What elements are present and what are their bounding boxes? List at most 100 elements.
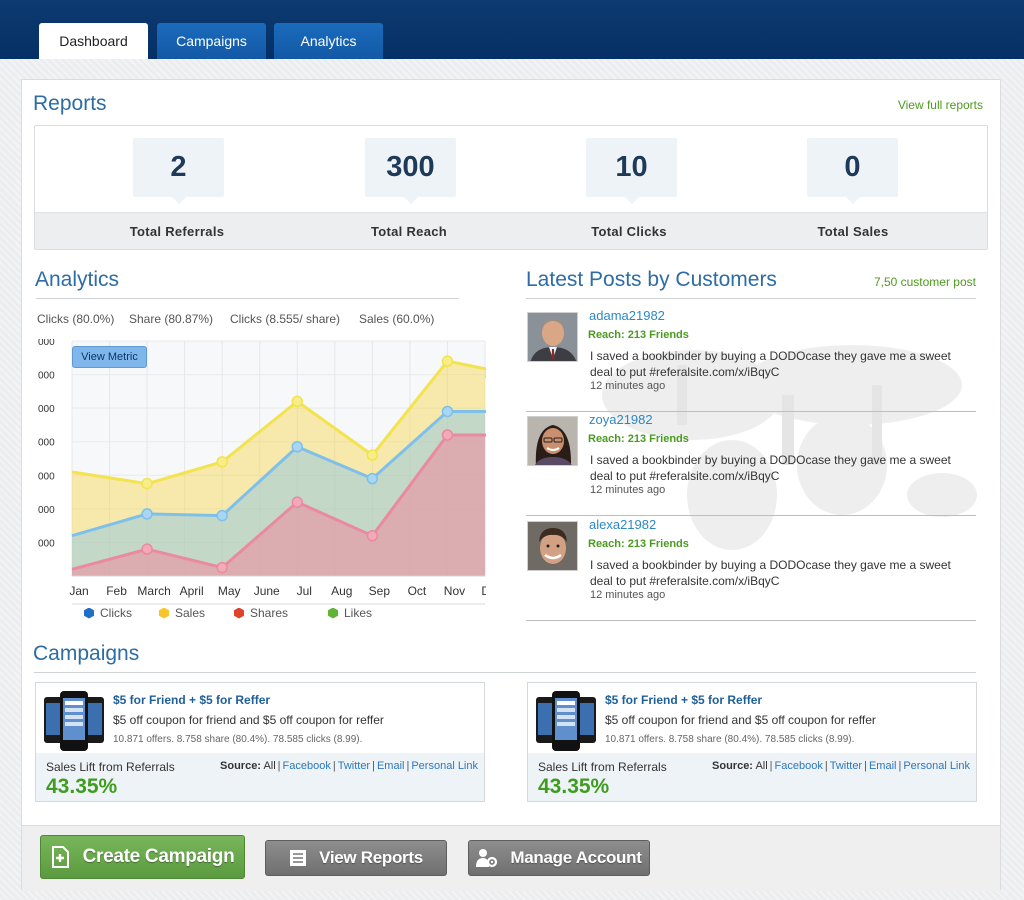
campaign-title-link[interactable]: $5 for Friend + $5 for Reffer: [605, 693, 763, 707]
chart-point-shares: [441, 429, 454, 441]
manage-account-button[interactable]: Manage Account: [468, 840, 650, 876]
view-metric-button[interactable]: View Metric: [72, 346, 147, 368]
create-campaign-label: Create Campaign: [82, 846, 235, 867]
chart-x-tick-label: Jul: [297, 584, 312, 598]
latest-posts-title: Latest Posts by Customers: [526, 268, 777, 291]
chart-x-tick-label: Dec: [481, 584, 486, 598]
campaign-card: $5 for Friend + $5 for Reffer $5 off cou…: [527, 682, 977, 802]
reports-summary: 2 Total Referrals 300 Total Reach 10 Tot…: [34, 125, 988, 250]
post-text: I saved a bookbinder by buying a DODOcas…: [590, 349, 951, 379]
tab-campaigns[interactable]: Campaigns: [157, 23, 266, 59]
campaign-description: $5 off coupon for friend and $5 off coup…: [113, 713, 384, 727]
source-all[interactable]: All: [755, 760, 768, 772]
avatar[interactable]: [527, 416, 578, 466]
source-all[interactable]: All: [263, 760, 276, 772]
post-item: alexa21982 Reach: 213 Friends I saved a …: [526, 517, 976, 621]
chart-point-clicks: [366, 472, 379, 485]
legend-likes: Likes: [328, 606, 372, 620]
stat-total-reach-label: Total Reach: [370, 224, 448, 239]
source-twitter-link[interactable]: Twitter: [829, 760, 863, 772]
chart-y-tick-label: 000: [38, 505, 55, 516]
chart-y-tick-label: 000: [38, 438, 55, 449]
analytics-chart: 000 000 000 000 000 000 000 Jan Feb March April May…: [38, 339, 486, 605]
chart-x-tick-label: April: [180, 584, 204, 598]
chart-line-clicks: [71, 410, 486, 538]
stat-total-referrals-label: Total Referrals: [129, 224, 225, 239]
source-personal-link[interactable]: Personal Link: [411, 760, 478, 772]
legend-sales-icon: [159, 607, 169, 619]
analytics-summary-clicks-per-share: Clicks (8.555/ share): [230, 312, 341, 326]
source-filter: Source: All | Facebook | Twitter | Email | Perso…: [712, 760, 970, 772]
chart-x-tick-label: Oct: [408, 584, 427, 598]
analytics-title: Analytics: [35, 268, 120, 291]
reports-title: Reports: [33, 92, 107, 115]
view-reports-label: View Reports: [319, 848, 423, 867]
legend-shares: Shares: [234, 606, 288, 620]
source-email-link[interactable]: Email: [376, 760, 405, 772]
chart-point-sales: [141, 477, 153, 490]
sales-lift-value: 43.35%: [46, 775, 118, 798]
posts-divider: [526, 298, 976, 299]
chart-y-tick-label: 000: [38, 471, 55, 482]
post-username[interactable]: adama21982: [589, 308, 665, 323]
source-facebook-link[interactable]: Facebook: [282, 760, 331, 772]
source-facebook-link[interactable]: Facebook: [774, 760, 823, 772]
analytics-summary-share: Share (80.87%): [129, 312, 214, 326]
source-filter: Source: All | Facebook | Twitter | Email | Perso…: [220, 760, 478, 772]
legend-clicks-label: Clicks: [100, 606, 132, 620]
stat-total-reach-value: 300: [365, 138, 456, 204]
tab-dashboard[interactable]: Dashboard: [39, 23, 148, 59]
post-username[interactable]: alexa21982: [589, 517, 657, 532]
chart-x-tick-label: Sep: [369, 584, 391, 598]
stat-total-sales-value: 0: [807, 138, 898, 204]
world-map-background: [602, 345, 977, 550]
stat-total-clicks-value: 10: [586, 138, 677, 204]
legend-clicks: Clicks: [84, 606, 132, 620]
view-full-reports-link[interactable]: View full reports: [897, 98, 983, 112]
chart-y-tick-label: 000: [38, 371, 55, 382]
view-reports-button[interactable]: View Reports: [265, 840, 447, 876]
legend-sales: Sales: [159, 606, 205, 620]
chart-x-tick-label: May: [218, 584, 241, 598]
chart-point-clicks: [141, 508, 153, 520]
chart-point-shares: [291, 496, 304, 508]
user-gear-icon: [476, 848, 498, 868]
add-document-icon: [51, 846, 71, 868]
post-reach: Reach: 213 Friends: [588, 538, 689, 550]
avatar[interactable]: [527, 521, 578, 571]
dashboard-panel: Reports View full reports 2 Total Referr…: [21, 79, 1001, 891]
reports-label-strip: [35, 212, 987, 249]
tab-analytics[interactable]: Analytics: [274, 23, 383, 59]
chart-point-shares: [366, 529, 379, 542]
post-text: I saved a bookbinder by buying a DODOcas…: [590, 453, 951, 483]
post-item: adama21982 Reach: 213 Friends I saved a …: [526, 308, 976, 412]
source-twitter-link[interactable]: Twitter: [337, 760, 371, 772]
legend-shares-icon: [234, 607, 244, 619]
avatar[interactable]: [527, 312, 578, 362]
source-personal-link[interactable]: Personal Link: [903, 760, 970, 772]
legend-shares-label: Shares: [250, 606, 289, 620]
customer-post-count-link[interactable]: 7,50 customer post: [873, 275, 976, 289]
campaign-card: $5 for Friend + $5 for Reffer $5 off cou…: [35, 682, 485, 802]
source-label: Source:: [220, 760, 261, 772]
legend-likes-icon: [328, 607, 338, 619]
source-email-link[interactable]: Email: [868, 760, 897, 772]
chart-x-tick-label: Nov: [444, 584, 465, 598]
post-reach: Reach: 213 Friends: [588, 329, 689, 341]
stat-total-clicks-label: Total Clicks: [591, 224, 667, 239]
phones-image-icon: [44, 691, 104, 751]
chart-point-clicks: [441, 405, 454, 418]
campaign-title-link[interactable]: $5 for Friend + $5 for Reffer: [113, 693, 271, 707]
post-reach: Reach: 213 Friends: [588, 433, 689, 445]
campaigns-title: Campaigns: [33, 642, 140, 665]
stat-total-referrals-value: 2: [133, 138, 224, 204]
legend-clicks-icon: [84, 607, 94, 619]
chart-y-tick-label: 000: [38, 339, 55, 348]
chart-x-tick-label: March: [137, 584, 170, 598]
chart-point-sales: [441, 355, 454, 367]
post-username[interactable]: zoya21982: [589, 412, 653, 427]
chart-area-shares: [72, 435, 486, 576]
manage-account-label: Manage Account: [510, 848, 642, 867]
create-campaign-button[interactable]: Create Campaign: [40, 835, 245, 879]
source-label: Source:: [712, 760, 753, 772]
